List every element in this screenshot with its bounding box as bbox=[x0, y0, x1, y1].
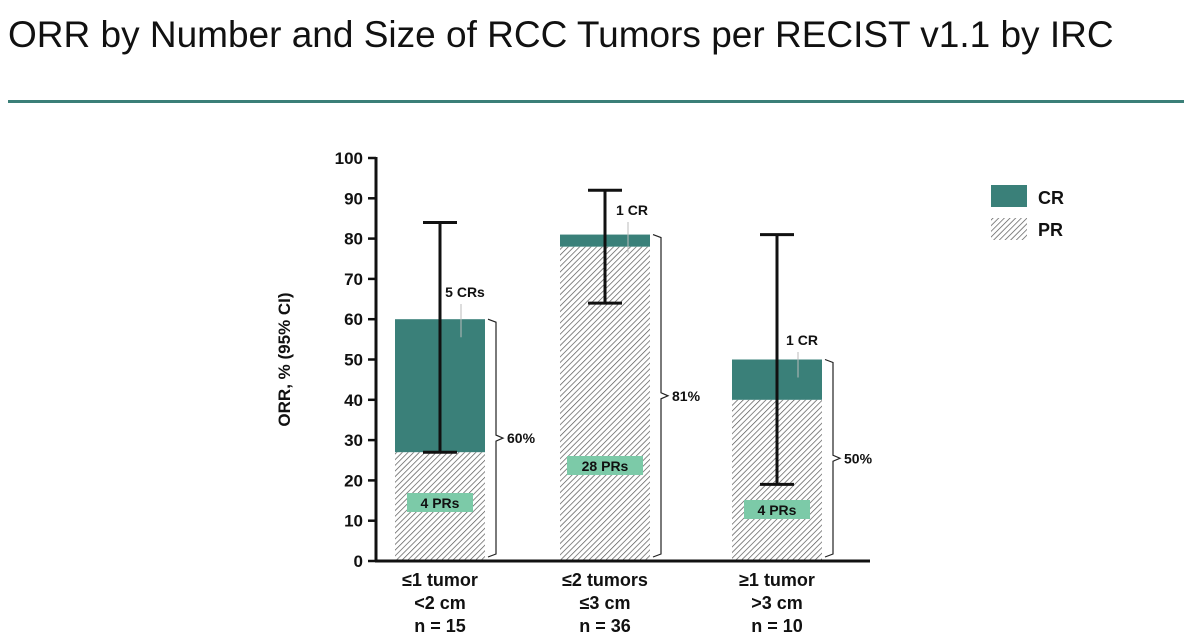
y-tick-label: 90 bbox=[344, 189, 363, 208]
total-bracket-2: 81% bbox=[652, 234, 701, 558]
pr-label-box bbox=[407, 493, 473, 512]
x-category-label: <2 cm bbox=[414, 593, 466, 613]
pr-label: 28 PRs bbox=[582, 458, 629, 474]
bracket-path bbox=[487, 318, 505, 558]
x-category-label: >3 cm bbox=[751, 593, 803, 613]
y-tick-label: 30 bbox=[344, 431, 363, 450]
bracket-path bbox=[652, 234, 670, 558]
total-bracket-1: 60% bbox=[487, 318, 536, 558]
y-tick-label: 70 bbox=[344, 270, 363, 289]
y-tick-label: 100 bbox=[335, 149, 363, 168]
pr-label-box bbox=[567, 456, 643, 475]
y-tick-label: 10 bbox=[344, 512, 363, 531]
legend-cr-swatch bbox=[991, 185, 1027, 207]
x-category-label: n = 10 bbox=[751, 616, 803, 636]
x-category-label: ≥1 tumor bbox=[739, 570, 815, 590]
title-rule bbox=[8, 100, 1184, 103]
bracket-path bbox=[824, 358, 842, 558]
pr-label-box bbox=[744, 500, 810, 519]
cr-label: 1 CR bbox=[616, 202, 648, 218]
x-category-label: n = 36 bbox=[579, 616, 631, 636]
legend: CR PR bbox=[991, 185, 1064, 240]
legend-pr-swatch bbox=[991, 218, 1027, 240]
total-bracket-3: 50% bbox=[824, 358, 873, 558]
y-tick-label: 50 bbox=[344, 351, 363, 370]
pr-label: 4 PRs bbox=[758, 502, 797, 518]
x-category-label: n = 15 bbox=[414, 616, 466, 636]
y-tick-label: 20 bbox=[344, 471, 363, 490]
y-tick-label: 80 bbox=[344, 230, 363, 249]
x-category-label: ≤1 tumor bbox=[402, 570, 478, 590]
x-category-label: ≤3 cm bbox=[580, 593, 631, 613]
total-label: 60% bbox=[507, 430, 536, 446]
error-bar-1 bbox=[423, 220, 457, 454]
error-bar-3 bbox=[760, 233, 794, 486]
y-tick-label: 60 bbox=[344, 310, 363, 329]
bar-group-1 bbox=[395, 319, 485, 561]
slide-title: ORR by Number and Size of RCC Tumors per… bbox=[8, 14, 1114, 55]
y-tick-label: 40 bbox=[344, 391, 363, 410]
total-label: 81% bbox=[672, 388, 701, 404]
total-label: 50% bbox=[844, 450, 873, 466]
pr-label: 4 PRs bbox=[421, 495, 460, 511]
cr-label: 1 CR bbox=[786, 332, 818, 348]
y-axis-label: ORR, % (95% CI) bbox=[275, 292, 294, 426]
y-tick-label: 0 bbox=[354, 552, 363, 571]
legend-pr-label: PR bbox=[1038, 220, 1063, 240]
legend-cr-label: CR bbox=[1038, 188, 1064, 208]
error-bar-2 bbox=[588, 188, 622, 305]
cr-label: 5 CRs bbox=[445, 284, 485, 300]
x-category-label: ≤2 tumors bbox=[562, 570, 648, 590]
